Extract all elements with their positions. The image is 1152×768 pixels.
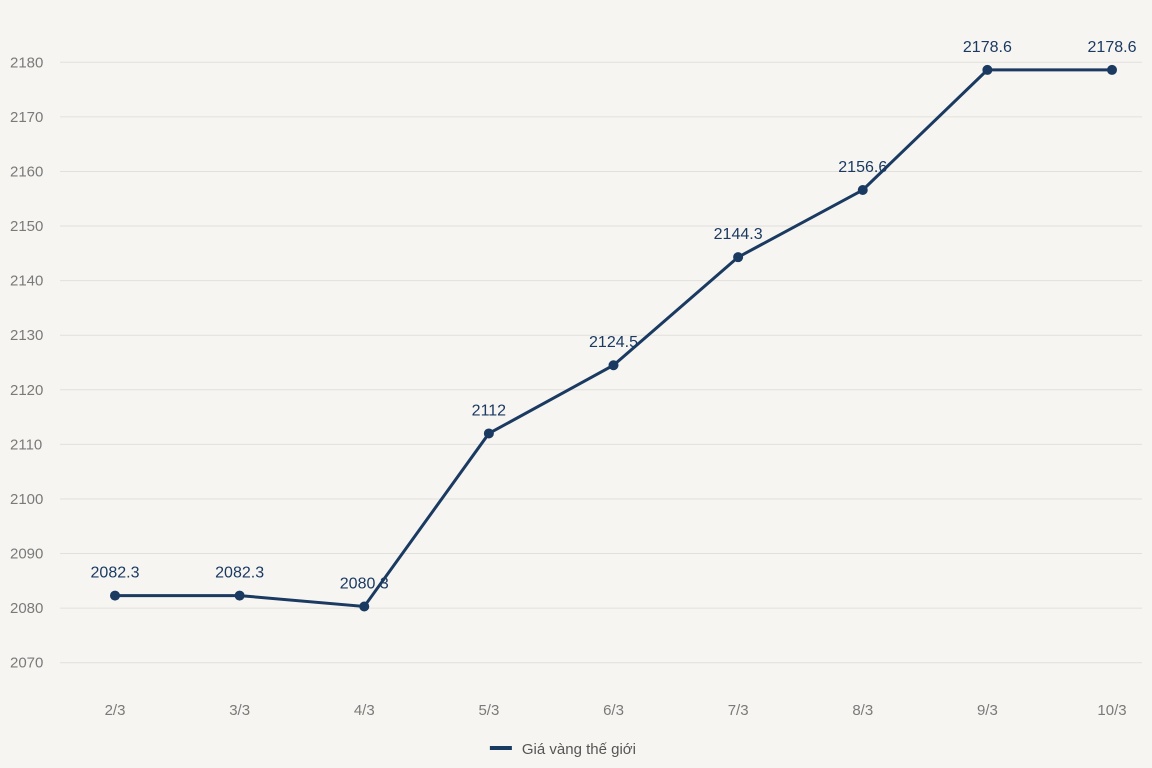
data-point-marker — [733, 252, 743, 262]
y-tick-label: 2100 — [10, 491, 43, 508]
x-tick-label: 4/3 — [354, 702, 375, 719]
data-point-marker — [359, 601, 369, 611]
x-tick-label: 6/3 — [603, 702, 624, 719]
y-tick-label: 2170 — [10, 109, 43, 126]
y-tick-label: 2140 — [10, 273, 43, 290]
data-label: 2144.3 — [714, 226, 763, 243]
y-tick-label: 2180 — [10, 54, 43, 71]
data-point-marker — [1107, 65, 1117, 75]
y-tick-label: 2160 — [10, 163, 43, 180]
data-point-marker — [609, 360, 619, 370]
y-tick-label: 2130 — [10, 327, 43, 344]
x-tick-label: 5/3 — [478, 702, 499, 719]
y-tick-label: 2110 — [10, 436, 42, 453]
data-label: 2178.6 — [963, 39, 1012, 56]
data-label: 2080.3 — [340, 575, 389, 592]
x-tick-label: 7/3 — [728, 702, 749, 719]
y-tick-label: 2070 — [10, 655, 43, 672]
data-label: 2082.3 — [91, 565, 140, 582]
x-tick-label: 2/3 — [105, 702, 126, 719]
y-tick-label: 2080 — [10, 600, 43, 617]
data-point-marker — [235, 591, 245, 601]
x-tick-label: 8/3 — [852, 702, 873, 719]
y-tick-label: 2090 — [10, 546, 43, 563]
data-label: 2124.5 — [589, 334, 638, 351]
x-tick-label: 10/3 — [1097, 702, 1126, 719]
data-point-marker — [858, 185, 868, 195]
chart-container: 2070 2080 2090 2100 2110 2120 2130 2140 2150 2160… — [0, 0, 1152, 768]
y-tick-label: 2150 — [10, 218, 43, 235]
data-label: 2112 — [472, 402, 507, 419]
data-label: 2082.3 — [215, 565, 264, 582]
data-point-marker — [110, 591, 120, 601]
data-label: 2178.6 — [1088, 39, 1137, 56]
x-tick-label: 3/3 — [229, 702, 250, 719]
legend-swatch — [490, 746, 512, 750]
data-point-marker — [484, 428, 494, 438]
y-tick-label: 2120 — [10, 382, 43, 399]
data-label: 2156.6 — [838, 159, 887, 176]
line-chart: 2070 2080 2090 2100 2110 2120 2130 2140 2150 2160… — [0, 0, 1152, 768]
x-tick-label: 9/3 — [977, 702, 998, 719]
data-point-marker — [982, 65, 992, 75]
legend-label: Giá vàng thế giới — [522, 741, 636, 758]
